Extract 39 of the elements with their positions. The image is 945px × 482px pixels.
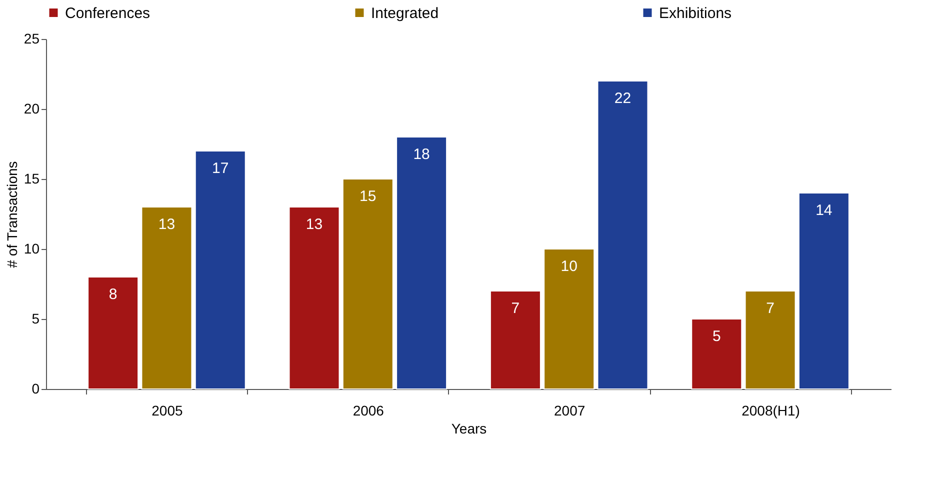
data-label: 7 (511, 300, 520, 317)
data-label: 13 (158, 216, 176, 233)
legend-label: Conferences (65, 4, 150, 22)
data-label: 14 (816, 202, 832, 219)
y-tick-label: 15 (24, 170, 40, 186)
legend-label: Exhibitions (659, 4, 732, 22)
y-tick-label: 10 (24, 240, 40, 256)
y-tick-label: 0 (32, 380, 40, 396)
bar (194, 150, 246, 390)
bar (88, 276, 139, 390)
legend-label: Integrated (371, 4, 439, 22)
bar (744, 290, 796, 390)
bar (691, 318, 742, 390)
data-label: 22 (614, 90, 632, 107)
data-label: 7 (766, 300, 774, 317)
bar (490, 290, 541, 390)
data-label: 18 (413, 146, 430, 163)
x-axis-title: Years (451, 420, 487, 436)
y-tick-label: 20 (24, 100, 40, 116)
bar (342, 178, 394, 390)
x-tick-label: 2005 (152, 402, 183, 418)
data-label: 17 (212, 160, 229, 177)
data-label: 15 (360, 188, 376, 205)
bar (141, 206, 192, 390)
x-tick-label: 2006 (352, 402, 384, 418)
data-label: 10 (560, 258, 578, 275)
data-label: 13 (306, 216, 323, 233)
data-label: 8 (108, 286, 118, 303)
data-label: 5 (712, 328, 721, 345)
bar (288, 206, 340, 390)
bar (798, 192, 850, 390)
y-tick-label: 5 (32, 310, 40, 326)
bar (396, 136, 448, 390)
y-axis-title: # of Transactions (4, 161, 20, 268)
y-tick-label: 25 (24, 30, 40, 46)
bar (597, 80, 648, 390)
x-tick-label: 2008(H1) (742, 402, 800, 418)
bar (544, 248, 595, 390)
x-tick-label: 2007 (554, 402, 586, 418)
